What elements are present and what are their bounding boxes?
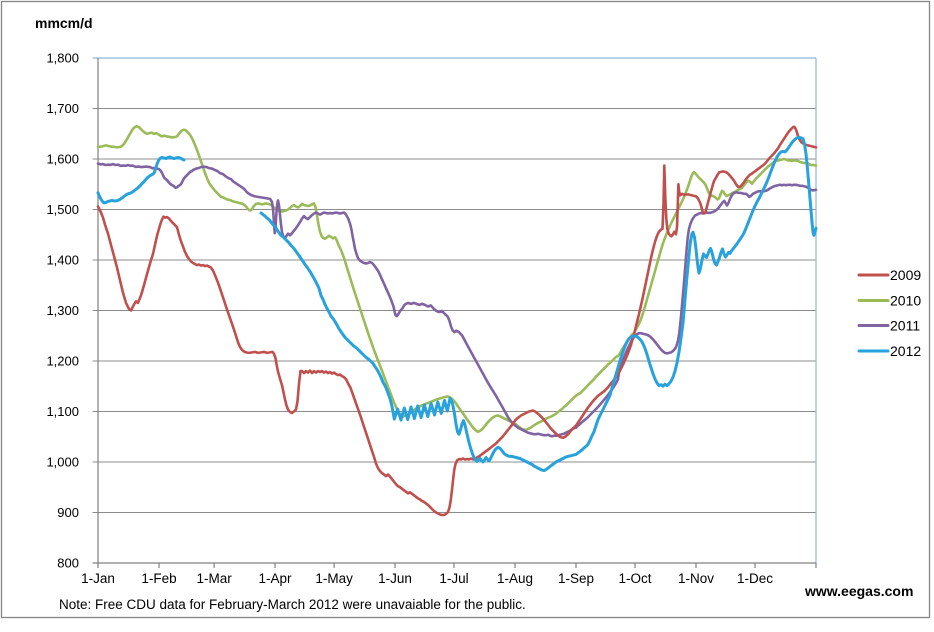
- svg-text:1,000: 1,000: [46, 455, 79, 470]
- svg-text:1-Mar: 1-Mar: [196, 571, 232, 586]
- svg-text:1-Jun: 1-Jun: [378, 571, 412, 586]
- svg-text:2009: 2009: [890, 267, 921, 283]
- svg-text:www.eegas.com: www.eegas.com: [804, 583, 913, 599]
- svg-text:1,100: 1,100: [46, 404, 79, 419]
- svg-text:1-Jan: 1-Jan: [81, 571, 115, 586]
- svg-text:2012: 2012: [890, 343, 921, 359]
- svg-text:1,400: 1,400: [46, 253, 79, 268]
- svg-text:1-Apr: 1-Apr: [258, 571, 292, 586]
- svg-text:1,600: 1,600: [46, 152, 79, 167]
- svg-text:Note: Free CDU data for Februa: Note: Free CDU data for February-March 2…: [59, 597, 526, 612]
- svg-text:1,300: 1,300: [46, 303, 79, 318]
- svg-text:1,500: 1,500: [46, 202, 79, 217]
- svg-text:1-Sep: 1-Sep: [558, 571, 594, 586]
- svg-text:1-Dec: 1-Dec: [737, 571, 773, 586]
- svg-text:1-Aug: 1-Aug: [497, 571, 533, 586]
- svg-text:mmcm/d: mmcm/d: [35, 15, 93, 31]
- svg-text:1-May: 1-May: [315, 571, 353, 586]
- svg-text:1,200: 1,200: [46, 354, 79, 369]
- svg-text:1,700: 1,700: [46, 101, 79, 116]
- svg-text:1-Feb: 1-Feb: [141, 571, 176, 586]
- svg-text:2010: 2010: [890, 293, 921, 309]
- svg-text:2011: 2011: [890, 318, 920, 334]
- svg-text:1-Oct: 1-Oct: [618, 571, 651, 586]
- svg-text:800: 800: [57, 556, 79, 571]
- svg-text:1-Jul: 1-Jul: [439, 571, 468, 586]
- svg-text:900: 900: [57, 505, 79, 520]
- svg-text:1-Nov: 1-Nov: [678, 571, 714, 586]
- svg-text:1,800: 1,800: [46, 51, 79, 66]
